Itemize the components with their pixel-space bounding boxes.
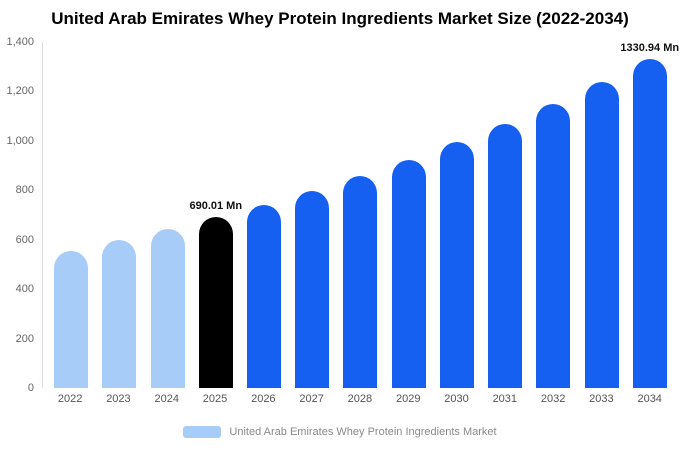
plot-area: 690.01 Mn 1330.94 Mn xyxy=(42,42,679,388)
bar-value-label: 1330.94 Mn xyxy=(620,42,680,55)
bar-column: 1330.94 Mn xyxy=(620,42,679,388)
bar-2025 xyxy=(198,217,233,388)
bar-column xyxy=(150,229,185,388)
x-tick-label: 2023 xyxy=(106,393,131,405)
x-tick-label: 2034 xyxy=(637,393,662,405)
bar-column xyxy=(439,142,474,388)
bar-column xyxy=(343,175,378,388)
bar-2031 xyxy=(488,123,523,388)
bars-container: 690.01 Mn 1330.94 Mn xyxy=(43,42,679,388)
bar-value-label: 690.01 Mn xyxy=(189,200,243,213)
x-tick-label: 2031 xyxy=(492,393,518,405)
bar-2022 xyxy=(54,250,89,388)
bar-2032 xyxy=(536,103,571,388)
bar-column xyxy=(488,123,523,388)
x-tick-label: 2025 xyxy=(202,393,228,405)
bar-2023 xyxy=(102,240,137,388)
bar-column xyxy=(584,82,619,388)
bar-2027 xyxy=(295,190,330,388)
legend-swatch xyxy=(183,426,222,438)
y-tick-label: 1,000 xyxy=(6,134,34,147)
x-tick-label: 2028 xyxy=(347,393,373,405)
x-tick-label: 2026 xyxy=(251,393,276,405)
bar-2028 xyxy=(343,175,378,388)
x-tick-label: 2027 xyxy=(299,393,324,405)
y-axis: 0 200 400 600 800 1,000 1,200 1,400 xyxy=(0,36,38,394)
x-tick-label: 2029 xyxy=(395,393,421,405)
bar-2024 xyxy=(150,229,185,388)
y-tick-label: 1,200 xyxy=(6,85,34,98)
bar-2034 xyxy=(632,59,667,388)
x-tick-label: 2032 xyxy=(540,393,566,405)
y-tick-label: 0 xyxy=(27,382,34,394)
legend: United Arab Emirates Whey Protein Ingred… xyxy=(0,426,680,438)
legend-label: United Arab Emirates Whey Protein Ingred… xyxy=(229,426,497,438)
x-tick-label: 2024 xyxy=(154,393,179,405)
bar-2029 xyxy=(391,159,426,388)
bar-column xyxy=(295,190,330,388)
y-tick-label: 1,400 xyxy=(6,36,34,48)
y-tick-label: 800 xyxy=(15,184,34,197)
x-tick-label: 2030 xyxy=(444,393,469,405)
bar-column: 690.01 Mn xyxy=(189,200,242,388)
bar-column xyxy=(391,159,426,388)
y-tick-label: 200 xyxy=(15,332,34,345)
bar-2033 xyxy=(584,82,619,388)
bar-column xyxy=(54,250,89,388)
y-tick-label: 400 xyxy=(15,283,34,296)
bar-column xyxy=(536,103,571,388)
x-axis: 2022 2023 2024 2025 2026 2027 2028 2029 2030 2031… xyxy=(42,393,678,405)
x-tick-label: 2022 xyxy=(57,393,83,405)
chart-title: United Arab Emirates Whey Protein Ingred… xyxy=(51,9,629,28)
bar-column xyxy=(246,204,281,388)
y-tick-label: 600 xyxy=(15,233,34,246)
bar-column xyxy=(102,240,137,388)
bar-2030 xyxy=(439,142,474,388)
x-tick-label: 2033 xyxy=(589,393,614,405)
bar-2026 xyxy=(246,204,281,388)
